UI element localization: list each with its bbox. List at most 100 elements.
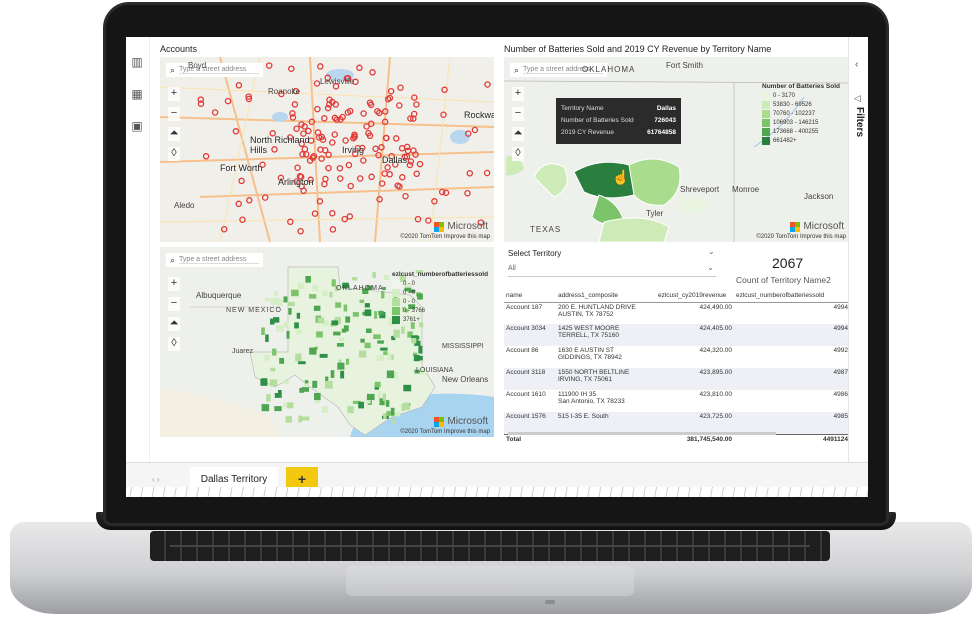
account-marker[interactable] (220, 225, 228, 233)
county-shape[interactable] (413, 354, 420, 362)
accounts-map[interactable]: ⌕ Type a street address + − ⏶ ◊ Boyd Lew… (160, 57, 494, 242)
account-marker[interactable] (319, 136, 327, 143)
accounts-map-search-input[interactable]: Type a street address (179, 66, 260, 74)
county-shape[interactable] (313, 305, 321, 311)
account-marker[interactable] (363, 123, 370, 130)
account-marker[interactable] (386, 171, 393, 178)
county-shape[interactable] (377, 391, 382, 399)
county-shape[interactable] (305, 276, 311, 283)
county-shape[interactable] (393, 329, 400, 338)
county-shape[interactable] (374, 311, 378, 319)
county-shape[interactable] (272, 348, 277, 356)
county-shape[interactable] (411, 336, 420, 340)
county-shape[interactable] (261, 404, 270, 412)
account-marker[interactable] (322, 175, 329, 183)
account-marker[interactable] (293, 125, 300, 132)
account-marker[interactable] (197, 96, 205, 103)
county-shape[interactable] (382, 393, 386, 401)
account-marker[interactable] (313, 80, 321, 87)
table-row[interactable]: Account 3118 1550 NORTH BELTLINE IRVING, T… (504, 368, 850, 390)
compass-icon[interactable]: ◊ (168, 147, 180, 161)
county-shape[interactable] (412, 352, 418, 356)
county-shape[interactable] (411, 338, 417, 344)
data-view-icon[interactable]: ▦ (131, 87, 143, 101)
account-marker[interactable] (464, 130, 472, 137)
territory-map-search-input[interactable]: Type a street address (523, 66, 604, 74)
account-marker[interactable] (311, 210, 319, 217)
account-marker[interactable] (297, 173, 305, 181)
county-shape[interactable] (418, 345, 423, 354)
county-shape[interactable] (343, 304, 348, 312)
compass-icon[interactable]: ◊ (512, 147, 524, 161)
account-marker[interactable] (336, 175, 344, 182)
county-shape[interactable] (381, 291, 385, 299)
account-marker[interactable] (235, 200, 242, 208)
county-shape[interactable] (417, 293, 423, 300)
account-marker[interactable] (211, 109, 219, 116)
account-marker[interactable] (388, 152, 395, 160)
account-marker[interactable] (387, 87, 395, 95)
zoom-in-icon[interactable]: + (168, 87, 180, 101)
account-marker[interactable] (235, 82, 243, 89)
county-shape[interactable] (283, 296, 288, 303)
county-shape[interactable] (270, 297, 279, 305)
account-marker[interactable] (378, 144, 385, 151)
column-header-address[interactable]: address1_composite (556, 290, 656, 303)
territory-slicer-dropdown[interactable]: All ⌄ (508, 263, 716, 277)
account-marker[interactable] (350, 135, 357, 142)
account-marker[interactable] (347, 182, 354, 190)
county-shape[interactable] (401, 326, 405, 334)
account-marker[interactable] (300, 130, 307, 137)
account-marker[interactable] (396, 102, 403, 109)
account-marker[interactable] (398, 145, 406, 152)
account-marker[interactable] (346, 213, 354, 220)
account-marker[interactable] (360, 110, 367, 117)
account-marker[interactable] (309, 154, 317, 161)
county-shape[interactable] (364, 400, 371, 404)
account-marker[interactable] (292, 87, 300, 95)
account-marker[interactable] (414, 215, 422, 223)
county-shape[interactable] (317, 317, 325, 324)
county-shape[interactable] (378, 310, 384, 316)
account-marker[interactable] (402, 192, 409, 200)
account-marker[interactable] (410, 147, 417, 154)
county-shape[interactable] (334, 285, 339, 292)
county-shape[interactable] (419, 369, 428, 375)
county-shape[interactable] (294, 322, 299, 329)
county-map-search[interactable]: ⌕ Type a street address (166, 253, 264, 267)
county-shape[interactable] (273, 317, 280, 323)
county-shape[interactable] (296, 312, 301, 319)
account-marker[interactable] (441, 86, 448, 94)
account-marker[interactable] (286, 134, 294, 141)
county-shape[interactable] (364, 342, 371, 349)
account-marker[interactable] (238, 177, 245, 185)
county-shape[interactable] (325, 380, 333, 389)
county-shape[interactable] (297, 282, 305, 289)
account-marker[interactable] (321, 115, 328, 122)
county-shape[interactable] (385, 400, 390, 407)
account-marker[interactable] (259, 161, 266, 168)
account-marker[interactable] (354, 144, 362, 152)
account-marker[interactable] (293, 178, 300, 185)
county-shape[interactable] (274, 290, 278, 297)
account-marker[interactable] (298, 140, 306, 148)
account-marker[interactable] (352, 78, 359, 86)
account-marker[interactable] (464, 189, 471, 197)
account-marker[interactable] (366, 132, 374, 140)
county-shape[interactable] (265, 334, 269, 342)
county-shape[interactable] (295, 353, 302, 362)
county-shape[interactable] (380, 347, 388, 351)
zoom-out-icon[interactable]: − (168, 107, 180, 121)
county-shape[interactable] (386, 370, 395, 379)
county-shape[interactable] (345, 358, 350, 365)
account-marker[interactable] (232, 128, 240, 135)
account-marker[interactable] (342, 137, 349, 144)
account-marker[interactable] (324, 104, 332, 112)
county-shape[interactable] (404, 287, 412, 292)
account-marker[interactable] (321, 180, 328, 188)
county-shape[interactable] (415, 270, 424, 274)
zoom-in-icon[interactable]: + (512, 87, 524, 101)
county-shape[interactable] (264, 354, 270, 361)
account-marker[interactable] (301, 145, 309, 153)
county-shape[interactable] (407, 331, 413, 338)
